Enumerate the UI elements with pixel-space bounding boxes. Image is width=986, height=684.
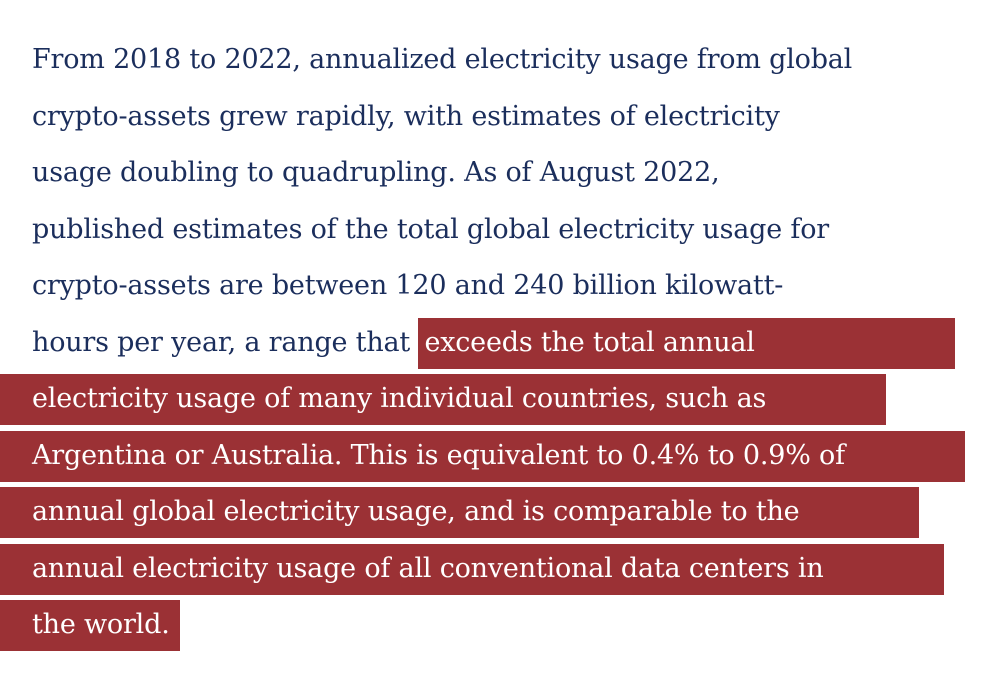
body-paragraph: From 2018 to 2022, annualized electricit…	[0, 32, 977, 654]
highlighted-text-segment: electricity usage of many individual cou…	[0, 374, 887, 425]
highlighted-text-line: Argentina or Australia. This is equivale…	[0, 428, 977, 485]
plain-text-segment: hours per year, a range that	[32, 326, 419, 358]
text-line: published estimates of the total global …	[32, 213, 829, 245]
text-line: From 2018 to 2022, annualized electricit…	[32, 44, 853, 75]
text-line: crypto-assets grew rapidly, with estimat…	[32, 100, 780, 132]
highlighted-text-segment: annual electricity usage of all conventi…	[0, 543, 944, 595]
highlighted-text-segment: Argentina or Australia. This is equivale…	[0, 430, 965, 482]
highlighted-text-segment: exceeds the total annual	[418, 317, 955, 369]
highlighted-text-line: electricity usage of many individual cou…	[0, 371, 977, 428]
highlighted-text-line: annual electricity usage of all conventi…	[0, 541, 977, 598]
highlighted-text-line: the world.	[0, 597, 977, 654]
text-line: usage doubling to quadrupling. As of Aug…	[32, 157, 720, 188]
mixed-text-line: hours per year, a range that exceeds the…	[32, 315, 977, 372]
highlighted-text-line: annual global electricity usage, and is …	[0, 484, 977, 541]
highlighted-text-segment: the world.	[0, 600, 180, 651]
text-line: crypto-assets are between 120 and 240 bi…	[32, 270, 784, 301]
highlighted-text-segment: annual global electricity usage, and is …	[0, 487, 920, 538]
